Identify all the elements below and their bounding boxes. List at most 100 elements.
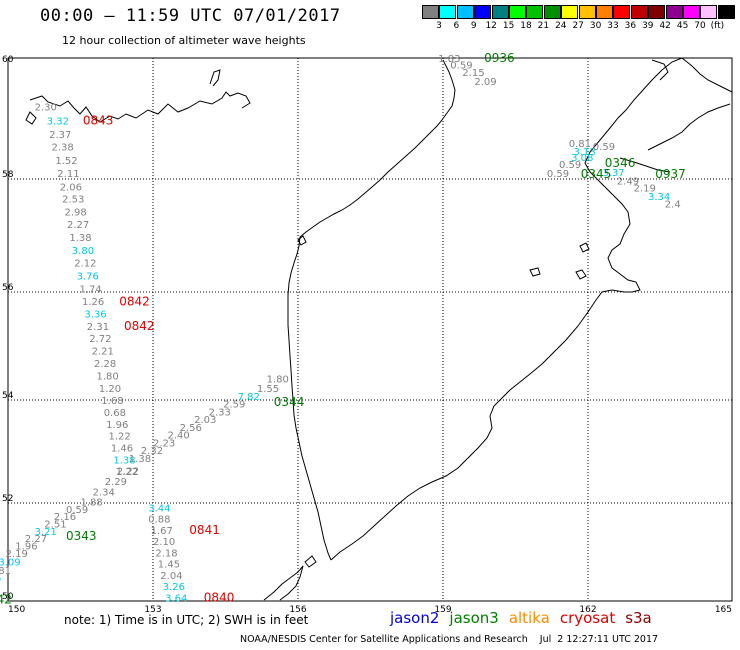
wave-height-label: 2.29 [105, 477, 127, 488]
wave-height-label: 1.80 [97, 372, 119, 383]
pass-time-label: 0842 [119, 295, 150, 309]
pass-time-label: 0843 [83, 114, 114, 128]
colorbar-swatch [578, 5, 596, 19]
island-small-d [579, 242, 590, 253]
wave-height-label: 2.19 [6, 549, 28, 560]
wave-height-label: 0.59 [450, 60, 472, 71]
wave-height-label: 0.59 [547, 169, 569, 180]
wave-height-label: 3.34 [648, 192, 670, 203]
legend-jason3: jason3 [449, 609, 499, 627]
coastline-northeast-bay [647, 103, 731, 151]
wave-height-label: 1.26 [82, 297, 104, 308]
lat-tick-label: 60 [2, 55, 14, 65]
wave-height-label: 0.68 [104, 408, 126, 419]
coastline-north-inlet [209, 69, 221, 87]
colorbar-swatch [561, 5, 579, 19]
wave-height-label: 2.06 [60, 182, 82, 193]
colorbar-swatch [422, 5, 439, 19]
pass-time-label: 0342 [0, 592, 12, 606]
wave-height-colorbar: 3 6 9 12 15 18 21 24 27 30 33 36 39 42 45 70 (ft) [422, 5, 740, 39]
colorbar-swatch [543, 5, 561, 19]
wave-height-label: 2.27 [25, 534, 47, 545]
pass-time-label: 0344 [274, 395, 305, 409]
wave-height-label: 2.30 [35, 103, 57, 114]
wave-height-label: 1.68 [101, 396, 123, 407]
wave-height-label: 0.59 [66, 505, 88, 516]
wave-height-label: 1.38 [129, 454, 151, 465]
wave-height-label: 2.40 [168, 431, 190, 442]
wave-height-label: 2.51 [44, 520, 66, 531]
colorbar-label: 42 [659, 21, 671, 31]
credit-line: NOAA/NESDIS Center for Satellite Applica… [240, 634, 659, 645]
wave-height-label: 2.23 [153, 438, 175, 449]
wave-height-label: 2.19 [634, 183, 656, 194]
colorbar-label: 21 [537, 21, 550, 31]
colorbar-swatch [474, 5, 492, 19]
coastline-north [29, 91, 251, 123]
coastline-east-cape [651, 59, 669, 81]
wave-height-label: 2.32 [141, 446, 163, 457]
wave-height-label: 2.72 [89, 334, 111, 345]
wave-height-label: 2.12 [74, 259, 96, 270]
wave-height-label: 1.45 [158, 560, 180, 571]
wave-height-label: 3.09 [0, 558, 21, 569]
wave-height-label: 2.34 [93, 487, 115, 498]
pass-time-label: 0937 [655, 167, 686, 181]
wave-height-label: 1.83 [438, 54, 460, 65]
colorbar-label: 6 [453, 21, 460, 31]
wave-height-label: 1.67 [151, 526, 173, 537]
pass-time-label: 0345 [581, 167, 612, 181]
colorbar-swatch [700, 5, 718, 19]
wave-height-label: 3.76 [77, 272, 99, 283]
wave-height-label: 2.22 [117, 467, 139, 478]
pass-time-labels: 0843 0842 0842 0841 0840 0344 0343 0342 0936 0346… [0, 51, 686, 606]
lat-lon-grid [8, 58, 732, 601]
wave-height-label: 2.21 [92, 347, 114, 358]
colorbar-label: 27 [572, 21, 584, 31]
wave-height-label: 2.33 [209, 407, 231, 418]
pass-time-label: 0842 [124, 319, 155, 333]
colorbar-swatch [648, 5, 666, 19]
wave-height-label: 1.96 [106, 420, 128, 431]
coastline-olyutor [619, 157, 671, 173]
wave-height-label: 2.18 [155, 548, 177, 559]
colorbar-label: 30 [589, 21, 602, 31]
colorbar-label: 36 [624, 21, 637, 31]
colorbar-swatch [596, 5, 613, 19]
colorbar-label: 15 [502, 21, 515, 31]
colorbar-swatch [665, 5, 683, 19]
lat-tick-label: 58 [2, 170, 14, 180]
wave-height-label: 3.44 [148, 503, 170, 514]
wave-height-label: 0.81 [569, 139, 591, 150]
units-note: note: 1) Time is in UTC; 2) SWH is in fe… [64, 613, 309, 627]
wave-height-label: 2.59 [223, 400, 245, 411]
pass-time-label: 0346 [605, 156, 636, 170]
pass-time-label: 0343 [66, 529, 97, 543]
coastline-paramushir [263, 565, 304, 601]
wave-height-label: 2.11 [57, 169, 79, 180]
colorbar-label: 3 [436, 21, 442, 31]
wave-height-label: 1.88 [81, 497, 103, 508]
wave-height-points: 2.303.322.372.381.522.112.062.532.982.27… [0, 54, 681, 604]
wave-height-label: 3.64 [165, 594, 187, 605]
colorbar-label: 9 [470, 21, 477, 31]
colorbar-swatch [630, 5, 648, 19]
wave-height-label: 2.56 [180, 423, 202, 434]
wave-height-label: 0.88 [148, 515, 170, 526]
wave-height-label: 3.21 [35, 527, 57, 538]
wave-height-label: 0.59 [593, 142, 615, 153]
wave-height-label: 1.74 [80, 285, 102, 296]
island-small-a [575, 269, 587, 280]
wave-height-label: 2.37 [49, 130, 71, 141]
legend-cryosat: cryosat [559, 609, 616, 627]
lat-tick-label: 56 [2, 283, 14, 293]
coastline-kamchatka-east [330, 57, 683, 561]
colorbar-label: 39 [642, 21, 654, 31]
wave-height-label: 1.38 [113, 455, 135, 466]
wave-height-label: 2.16 [54, 512, 76, 523]
lon-tick-label: 153 [144, 605, 161, 615]
wave-height-label: 3.37 [602, 168, 624, 179]
coastline-karaginsky [681, 57, 733, 93]
colorbar-swatch [491, 5, 509, 19]
